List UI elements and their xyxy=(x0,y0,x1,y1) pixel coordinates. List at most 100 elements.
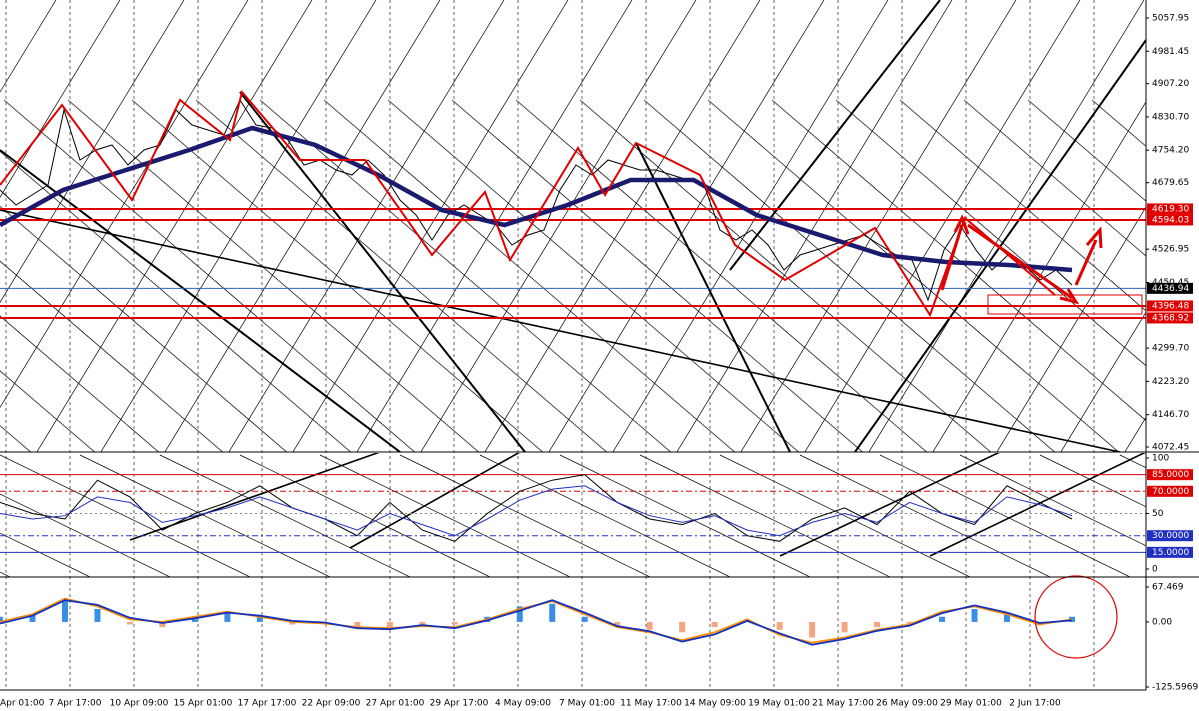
level-label: 30.0000 xyxy=(1152,531,1189,541)
histogram-bar xyxy=(1069,616,1075,622)
histogram-bar xyxy=(711,621,718,628)
x-tick-label: 2 Jun 17:00 xyxy=(1009,699,1061,709)
fan-line xyxy=(0,0,121,198)
fan-line xyxy=(195,99,608,452)
fan-line xyxy=(676,0,953,452)
plot xyxy=(0,98,1146,646)
histogram-bar xyxy=(354,621,361,628)
highlight-circle xyxy=(1034,575,1118,659)
fan-line xyxy=(0,260,224,452)
panel xyxy=(0,474,1146,553)
osc-fan-line xyxy=(79,454,331,577)
histogram-bar xyxy=(874,621,881,628)
level-label: 4436.94 xyxy=(1152,284,1189,294)
y-tick-label: 4299.70 xyxy=(1152,344,1189,354)
fan-line xyxy=(131,99,544,452)
fan-line xyxy=(0,205,288,452)
fan-line xyxy=(0,150,352,452)
osc-fan-line xyxy=(0,454,251,577)
x-tick-label: 17 Apr 17:00 xyxy=(238,699,297,709)
y-tick-label: 4907.20 xyxy=(1152,79,1189,89)
fan-line xyxy=(292,0,569,452)
x-tick-label: 14 May 09:00 xyxy=(684,699,746,709)
osc-fan-line xyxy=(0,532,91,577)
level-label-box xyxy=(1147,203,1193,215)
level-label: 4396.48 xyxy=(1152,301,1189,311)
level-label: 4594.03 xyxy=(1152,215,1189,225)
fan-line xyxy=(451,99,864,452)
y-tick-label: 100 xyxy=(1152,454,1169,464)
osc-fan-line xyxy=(479,454,731,577)
level-label-box xyxy=(1147,530,1193,542)
fan-line xyxy=(36,0,313,452)
osc-trend-line xyxy=(349,453,520,549)
fan-line xyxy=(0,315,160,452)
osc-trend-line xyxy=(779,453,1000,557)
x-tick-label: 7 Apr 17:00 xyxy=(49,699,102,709)
histogram-bar xyxy=(516,606,523,622)
y-tick-label: 4146.70 xyxy=(1152,410,1189,420)
histogram-bar xyxy=(29,614,36,622)
x-tick-label: 11 May 17:00 xyxy=(620,699,682,709)
zone-box xyxy=(987,294,1143,315)
fan-line xyxy=(228,0,505,452)
y-tick-label: 4679.65 xyxy=(1152,178,1189,188)
fan-line xyxy=(420,0,697,452)
panel xyxy=(0,597,1075,646)
x-tick-label: 4 May 09:00 xyxy=(495,699,551,709)
x-tick-label: 7 May 01:00 xyxy=(559,699,615,709)
histogram-bar xyxy=(0,616,3,622)
fan-line xyxy=(0,0,57,93)
fan-line xyxy=(771,99,1146,422)
arrow xyxy=(940,214,970,291)
arrow xyxy=(1074,226,1103,286)
y-tick-label: 50 xyxy=(1152,509,1164,519)
fan-line xyxy=(67,99,480,452)
fan-line xyxy=(996,206,1146,452)
histogram-bar xyxy=(159,621,166,628)
fan-line xyxy=(612,0,889,452)
histogram-bar xyxy=(939,616,946,622)
fan-line xyxy=(3,99,416,452)
x-tick-label: 21 May 17:00 xyxy=(812,699,874,709)
histogram-bar xyxy=(94,608,101,622)
y-tick-label: 4754.20 xyxy=(1152,146,1189,156)
series-line xyxy=(0,599,1073,646)
fan-line xyxy=(0,0,185,303)
fan-line xyxy=(387,99,800,452)
y-tick-label: 4526.95 xyxy=(1152,245,1189,255)
fan-line xyxy=(1027,99,1146,202)
histogram-bar xyxy=(679,621,686,633)
fan-line xyxy=(579,99,992,452)
zigzag xyxy=(0,89,1056,318)
x-tick-label: 19 May 01:00 xyxy=(748,699,810,709)
osc-fan-line xyxy=(159,454,411,577)
y-tick-label: 4981.45 xyxy=(1152,47,1189,57)
level-label-box xyxy=(1147,546,1193,558)
y-tick-label: 67.469 xyxy=(1152,583,1184,593)
histogram-bar xyxy=(386,621,393,630)
fan-line xyxy=(548,0,825,452)
fan-line xyxy=(932,101,1146,452)
fan-line xyxy=(868,0,1145,452)
histogram-bar xyxy=(614,621,621,628)
level-label-box xyxy=(1147,282,1193,294)
osc-fan-line xyxy=(799,454,1051,577)
histogram-bar xyxy=(776,621,783,630)
series-line xyxy=(0,98,1073,302)
osc-fan-line xyxy=(719,454,971,577)
fan-line xyxy=(804,0,1081,452)
osc-fan-line xyxy=(639,454,891,577)
series-line xyxy=(0,485,1073,537)
histogram-bar xyxy=(646,621,653,630)
fan-line xyxy=(899,99,1146,312)
histogram-bar xyxy=(906,621,913,625)
level-label: 15.0000 xyxy=(1152,548,1189,558)
x-tick-label: 29 May 01:00 xyxy=(940,699,1002,709)
fan-line xyxy=(1060,311,1146,452)
y-tick-label: 4223.20 xyxy=(1152,377,1189,387)
trend-line xyxy=(729,0,941,271)
fan-line xyxy=(643,99,1056,452)
fan-line xyxy=(0,0,249,409)
histogram-bar xyxy=(256,616,263,622)
